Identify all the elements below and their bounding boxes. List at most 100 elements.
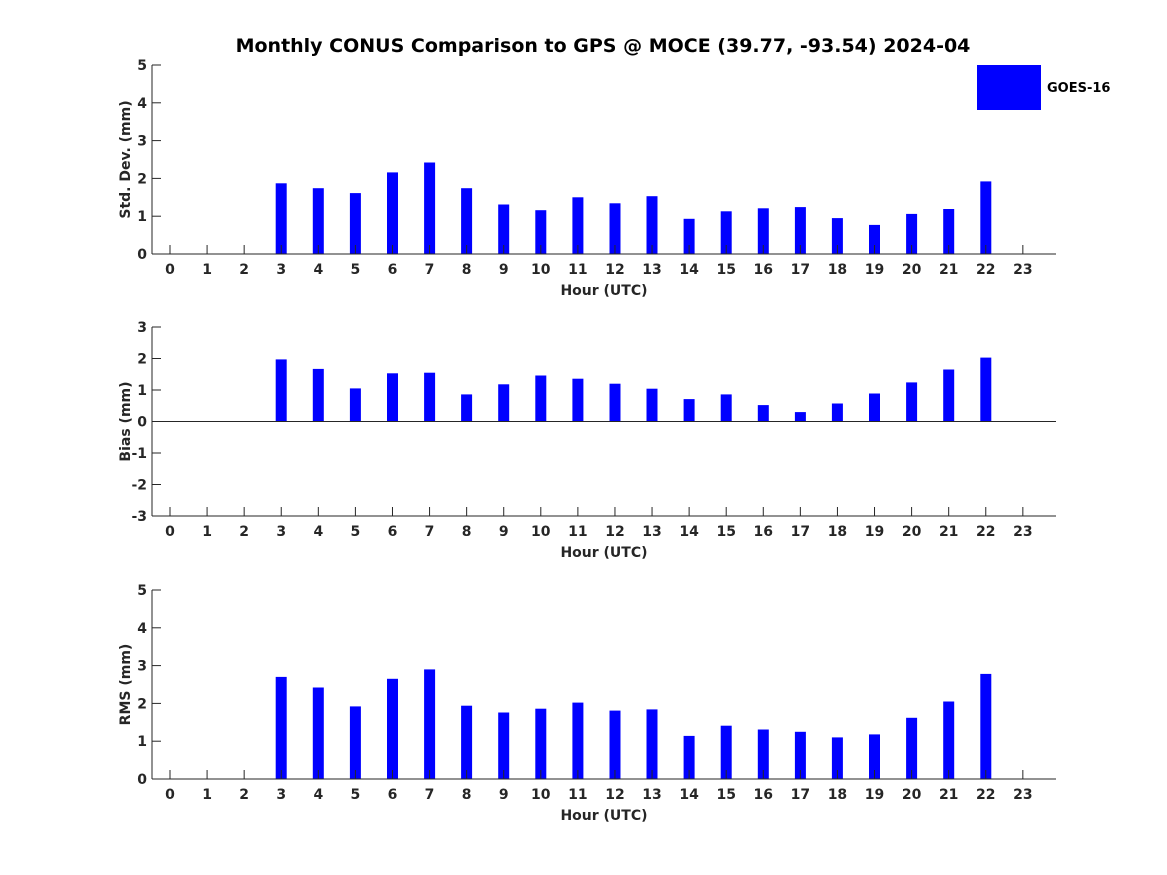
x-tick-label: 2 bbox=[239, 262, 249, 278]
x-tick-label: 5 bbox=[351, 787, 361, 803]
bar-hour-3 bbox=[275, 183, 287, 254]
bar-hour-19 bbox=[869, 734, 880, 779]
bar-hour-14 bbox=[683, 735, 695, 779]
y-tick-label: 3 bbox=[137, 320, 147, 336]
x-tick-label: 22 bbox=[976, 787, 995, 803]
x-tick-label: 10 bbox=[531, 262, 551, 278]
x-tick-label: 13 bbox=[642, 524, 661, 540]
bar-hour-13 bbox=[646, 709, 658, 779]
x-tick-label: 17 bbox=[791, 524, 810, 540]
x-tick-label: 7 bbox=[425, 524, 435, 540]
x-tick-label: 16 bbox=[754, 787, 773, 803]
bar-hour-18 bbox=[831, 403, 843, 422]
x-tick-label: 5 bbox=[351, 262, 361, 278]
x-tick-label: 19 bbox=[865, 787, 884, 803]
bar-hour-9 bbox=[498, 204, 510, 254]
bar-hour-4 bbox=[312, 368, 324, 422]
bar-hour-7 bbox=[424, 372, 436, 422]
bar-hour-19 bbox=[869, 224, 880, 254]
x-tick-label: 16 bbox=[754, 524, 773, 540]
x-tick-label: 13 bbox=[642, 787, 661, 803]
x-axis-label: Hour (UTC) bbox=[560, 808, 647, 824]
y-axis-label: Bias (mm) bbox=[118, 381, 134, 461]
y-tick-label: 0 bbox=[137, 772, 147, 788]
bar-hour-10 bbox=[535, 708, 547, 779]
x-tick-label: 6 bbox=[388, 524, 398, 540]
x-tick-label: 7 bbox=[425, 787, 435, 803]
x-tick-label: 22 bbox=[976, 524, 995, 540]
bar-hour-8 bbox=[461, 188, 473, 254]
x-tick-label: 1 bbox=[202, 262, 212, 278]
x-tick-label: 18 bbox=[828, 787, 847, 803]
bar-hour-20 bbox=[906, 717, 918, 779]
legend-swatch bbox=[977, 65, 1041, 110]
bar-hour-11 bbox=[572, 378, 584, 422]
bar-hour-6 bbox=[387, 373, 398, 422]
bar-hour-16 bbox=[757, 729, 769, 779]
bar-hour-19 bbox=[869, 393, 880, 422]
bar-hour-18 bbox=[831, 218, 843, 254]
y-tick-label: -2 bbox=[131, 478, 147, 494]
x-tick-label: 14 bbox=[679, 524, 699, 540]
y-tick-label: -3 bbox=[131, 509, 147, 525]
bar-hour-10 bbox=[535, 375, 547, 422]
bar-hour-5 bbox=[349, 388, 361, 422]
bar-hour-9 bbox=[498, 384, 510, 422]
x-tick-label: 12 bbox=[605, 787, 624, 803]
x-tick-label: 9 bbox=[499, 787, 509, 803]
x-tick-label: 8 bbox=[462, 787, 472, 803]
x-tick-label: 0 bbox=[165, 787, 175, 803]
x-tick-label: 21 bbox=[939, 524, 958, 540]
y-tick-label: 1 bbox=[137, 383, 147, 399]
bar-hour-15 bbox=[720, 725, 732, 779]
x-tick-label: 23 bbox=[1013, 787, 1032, 803]
x-tick-label: 6 bbox=[388, 787, 398, 803]
x-tick-label: 18 bbox=[828, 524, 847, 540]
bar-hour-22 bbox=[980, 673, 992, 779]
bar-hour-6 bbox=[387, 678, 398, 779]
bar-hour-15 bbox=[720, 394, 732, 422]
x-tick-label: 11 bbox=[568, 524, 587, 540]
y-tick-label: 5 bbox=[137, 583, 147, 599]
bar-hour-12 bbox=[609, 383, 621, 422]
x-tick-label: 1 bbox=[202, 787, 212, 803]
bar-hour-7 bbox=[424, 162, 436, 254]
bar-hour-22 bbox=[980, 181, 992, 254]
chart-title: Monthly CONUS Comparison to GPS @ MOCE (… bbox=[236, 35, 971, 57]
x-axis-label: Hour (UTC) bbox=[560, 283, 647, 299]
bar-hour-15 bbox=[720, 211, 732, 254]
bar-hour-17 bbox=[794, 731, 806, 780]
x-tick-label: 20 bbox=[902, 262, 922, 278]
x-tick-label: 3 bbox=[276, 787, 286, 803]
x-tick-label: 14 bbox=[679, 787, 699, 803]
bar-hour-3 bbox=[275, 676, 287, 779]
bar-hour-21 bbox=[943, 369, 955, 422]
bar-hour-5 bbox=[349, 706, 361, 779]
y-axis-label: Std. Dev. (mm) bbox=[118, 100, 134, 218]
bar-hour-21 bbox=[943, 209, 955, 254]
x-tick-label: 11 bbox=[568, 787, 587, 803]
bar-hour-14 bbox=[683, 399, 695, 422]
x-tick-label: 9 bbox=[499, 524, 509, 540]
bar-hour-6 bbox=[387, 172, 398, 254]
x-tick-label: 2 bbox=[239, 524, 249, 540]
x-tick-label: 17 bbox=[791, 262, 810, 278]
bar-hour-5 bbox=[349, 193, 361, 254]
x-tick-label: 12 bbox=[605, 262, 624, 278]
x-tick-label: 21 bbox=[939, 787, 958, 803]
x-tick-label: 23 bbox=[1013, 262, 1032, 278]
x-tick-label: 12 bbox=[605, 524, 624, 540]
bar-hour-14 bbox=[683, 218, 695, 254]
x-tick-label: 1 bbox=[202, 524, 212, 540]
bar-hour-4 bbox=[312, 188, 324, 254]
bar-hour-17 bbox=[794, 207, 806, 254]
x-tick-label: 6 bbox=[388, 262, 398, 278]
y-tick-label: 5 bbox=[137, 58, 147, 74]
y-tick-label: 3 bbox=[137, 659, 147, 675]
x-tick-label: 18 bbox=[828, 262, 847, 278]
bar-hour-10 bbox=[535, 210, 547, 254]
